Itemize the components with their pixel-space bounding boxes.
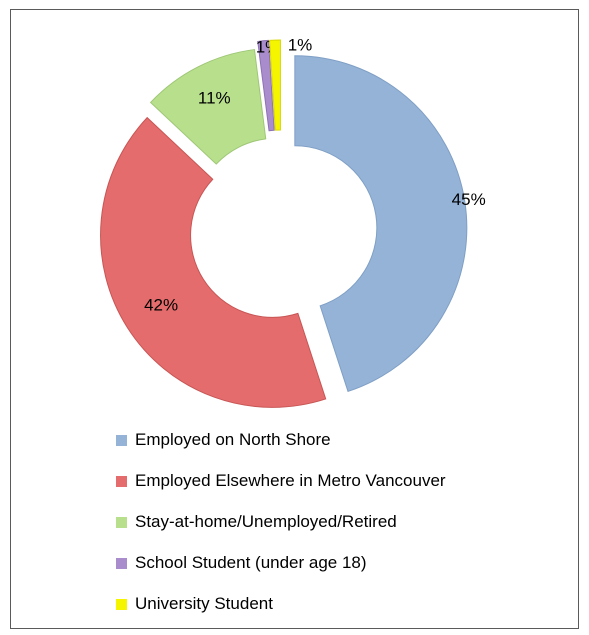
slice-employed-north-shore <box>294 55 468 393</box>
slice-stay-at-home <box>149 49 267 165</box>
legend-label: Employed on North Shore <box>135 430 331 449</box>
legend-label: Stay-at-home/Unemployed/Retired <box>135 512 397 531</box>
legend-item-employed-north-shore: Employed on North Shore <box>116 430 446 450</box>
data-label-employed-north-shore: 45% <box>452 190 486 209</box>
slice-employed-elsewhere <box>100 116 327 408</box>
legend-label: University Student <box>135 594 273 613</box>
data-label-stay-at-home: 11% <box>198 88 231 107</box>
data-label-university-student: 1% <box>288 35 313 54</box>
legend-item-university-student: University Student <box>116 594 446 614</box>
legend-label: Employed Elsewhere in Metro Vancouver <box>135 471 446 490</box>
legend-item-employed-elsewhere: Employed Elsewhere in Metro Vancouver <box>116 471 446 491</box>
legend-swatch-employed-elsewhere <box>116 475 127 487</box>
legend-item-school-student: School Student (under age 18) <box>116 553 446 573</box>
slice-school-student <box>257 39 275 132</box>
legend-swatch-employed-north-shore <box>116 434 127 446</box>
legend-item-stay-at-home: Stay-at-home/Unemployed/Retired <box>116 512 446 532</box>
donut-chart: 45%42%11%1% 1% <box>100 35 486 408</box>
chart-frame: 45% 42% 11% 1% 1% Employed on North Shore Em… <box>10 9 579 629</box>
legend-swatch-stay-at-home <box>116 516 127 528</box>
data-label-employed-elsewhere: 42% <box>144 296 178 315</box>
legend-swatch-university-student <box>116 598 127 610</box>
legend-swatch-school-student <box>116 557 127 569</box>
legend-label: School Student (under age 18) <box>135 553 367 572</box>
slice-university-student <box>269 39 281 131</box>
legend: Employed on North Shore Employed Elsewhe… <box>116 430 446 635</box>
